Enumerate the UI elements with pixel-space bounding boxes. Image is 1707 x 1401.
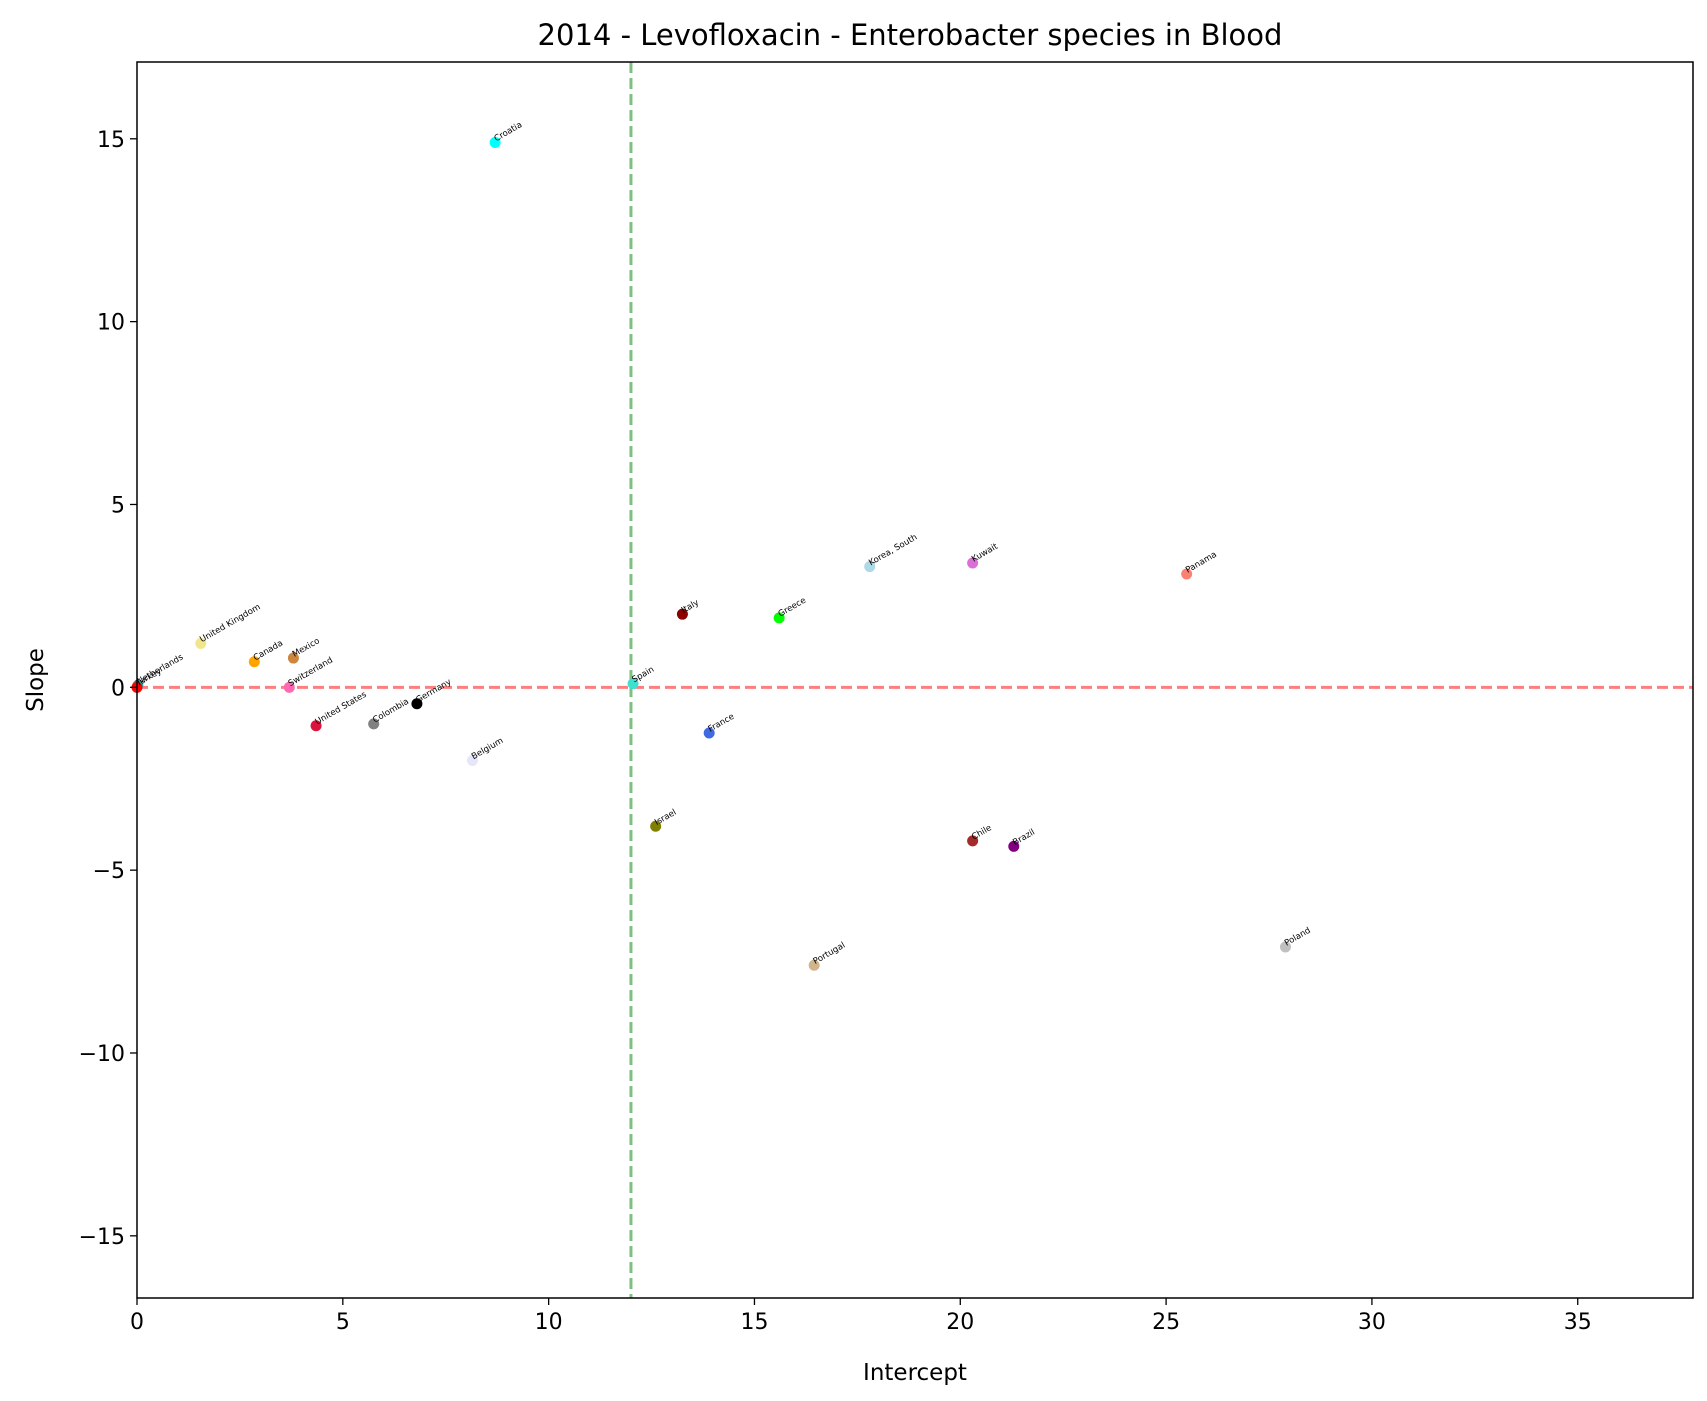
- data-point: [195, 637, 207, 649]
- x-tick-label: 0: [130, 1310, 144, 1335]
- point-label: Colombia: [371, 697, 411, 726]
- data-point: [466, 754, 478, 766]
- x-tick-label: 35: [1564, 1310, 1592, 1335]
- data-point: [627, 678, 639, 690]
- point-label: Italy: [680, 598, 701, 616]
- data-point: [283, 681, 295, 693]
- data-point: [1008, 840, 1020, 852]
- data-point: [368, 718, 380, 730]
- data-point: [1181, 568, 1193, 580]
- point-label: Kuwait: [970, 541, 1000, 564]
- x-tick-label: 5: [336, 1310, 350, 1335]
- point-label: Greece: [777, 596, 808, 620]
- point-label: France: [707, 712, 736, 735]
- y-tick-label: 0: [111, 676, 125, 701]
- data-point: [676, 608, 688, 620]
- point-label: Spain: [631, 665, 657, 686]
- point-label: Israel: [653, 808, 678, 828]
- point-label: Canada: [252, 638, 285, 663]
- point-label: United Kingdom: [198, 602, 262, 645]
- data-point: [967, 835, 979, 847]
- y-tick-label: 10: [97, 311, 125, 336]
- data-point: [864, 561, 876, 573]
- x-axis-label: Intercept: [863, 1360, 967, 1386]
- axis-ticks: 0 5 10 15 20 25 30 35 −15 −10 −5 0 5 10 15: [79, 128, 1592, 1335]
- data-point: [773, 612, 785, 624]
- y-tick-label: 5: [111, 493, 125, 518]
- y-axis-label: Slope: [23, 648, 49, 712]
- x-tick-label: 10: [535, 1310, 563, 1335]
- point-label: Panama: [1184, 550, 1218, 576]
- data-point: [411, 698, 423, 710]
- data-point: [967, 557, 979, 569]
- point-label: Portugal: [812, 941, 848, 967]
- data-point: [703, 727, 715, 739]
- point-label: Korea, South: [867, 532, 919, 568]
- data-point: [248, 656, 260, 668]
- x-tick-label: 30: [1358, 1310, 1386, 1335]
- data-point: [489, 136, 501, 148]
- data-point: [287, 652, 299, 664]
- point-label: Belgium: [470, 736, 505, 762]
- y-tick-label: 15: [97, 128, 125, 153]
- x-tick-label: 25: [1152, 1310, 1180, 1335]
- x-tick-label: 20: [946, 1310, 974, 1335]
- y-tick-label: −15: [79, 1225, 125, 1250]
- data-point: [310, 720, 322, 732]
- point-label: Poland: [1283, 926, 1313, 949]
- point-label: Brazil: [1011, 827, 1037, 848]
- y-tick-label: −10: [79, 1042, 125, 1067]
- data-point: [1279, 941, 1291, 953]
- point-label: Chile: [970, 823, 993, 842]
- data-point: [650, 820, 662, 832]
- point-label: United States: [314, 690, 369, 728]
- plot-frame: [136, 61, 1694, 1299]
- y-tick-label: −5: [93, 859, 125, 884]
- chart-title: 2014 - Levofloxacin - Enterobacter speci…: [538, 18, 1283, 52]
- point-label: Germany: [414, 677, 453, 705]
- x-tick-label: 15: [740, 1310, 768, 1335]
- data-point: [808, 959, 820, 971]
- point-label: Croatia: [493, 120, 524, 144]
- point-label: Mexico: [291, 636, 322, 660]
